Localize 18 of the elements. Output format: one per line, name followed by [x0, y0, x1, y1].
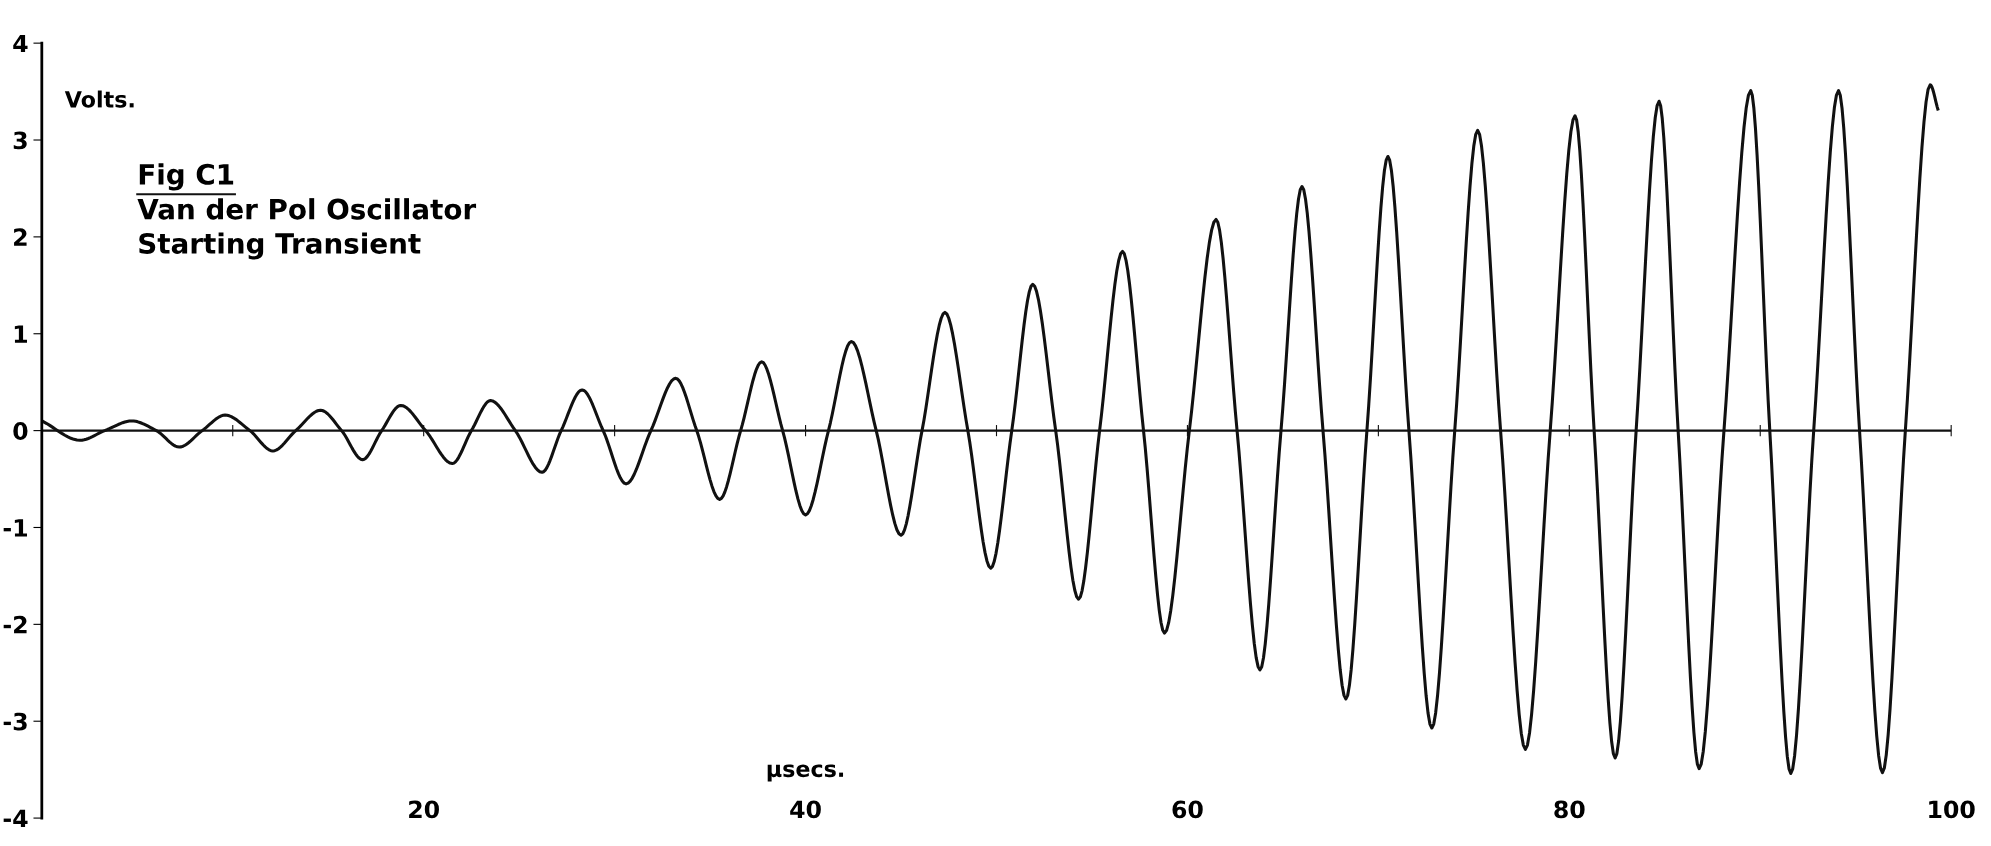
y-tick-label: 3: [13, 131, 27, 150]
y-tick-label: 2: [14, 228, 27, 246]
y-tick-label: -2: [3, 615, 27, 634]
x-axis-title: µsecs.: [767, 764, 844, 782]
text: Fig C1: [139, 163, 234, 191]
x-tick-label: 60: [1172, 800, 1203, 819]
x-tick-label: 100: [1929, 800, 1975, 819]
y-tick-label: -3: [3, 712, 27, 731]
y-tick-label: 0: [13, 422, 28, 440]
y-tick-label: -4: [3, 809, 28, 828]
x-tick-label: 40: [790, 800, 821, 819]
y-tick-label: -1: [3, 519, 27, 537]
text: Van der Pol Oscillator Starting Transient: [137, 198, 477, 260]
y-axis-title: Volts.: [64, 90, 134, 108]
x-tick-label: 20: [409, 800, 439, 819]
x-tick-label: 80: [1554, 800, 1585, 819]
y-tick-label: 4: [13, 34, 28, 53]
y-tick-label: 1: [14, 325, 27, 343]
